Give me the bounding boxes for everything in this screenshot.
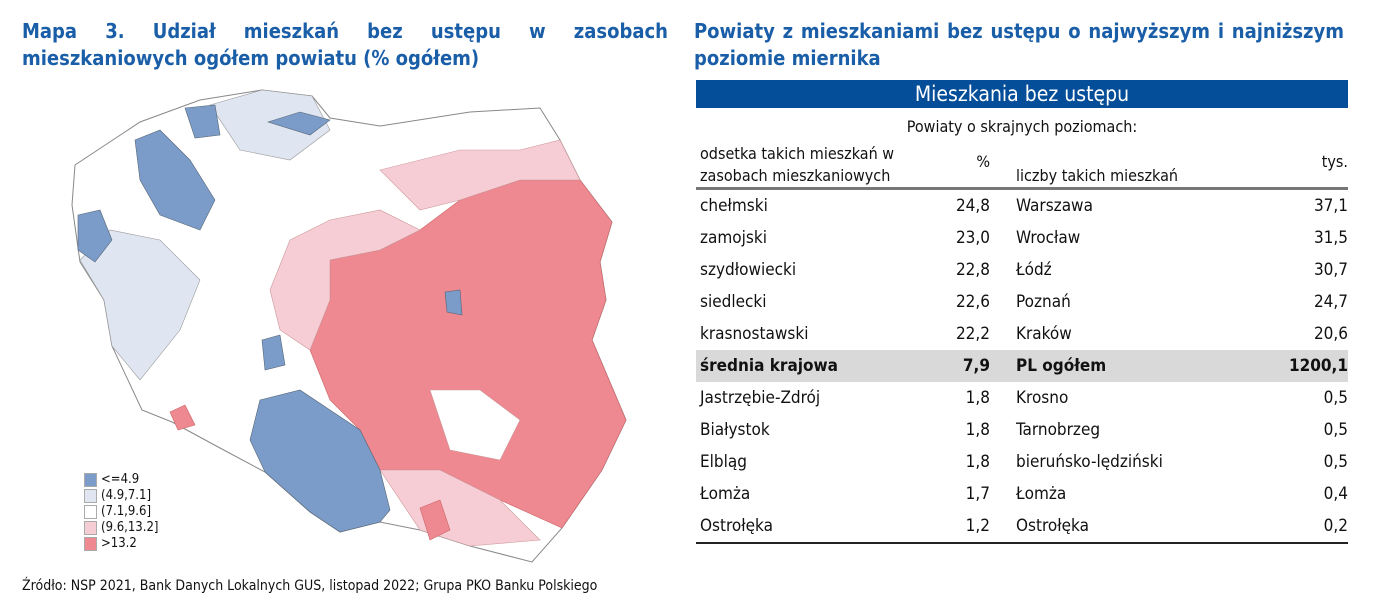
legend-label: (4.9,7.1]	[101, 488, 152, 503]
legend-item: (7.1,9.6]	[84, 504, 151, 519]
table-row: krasnostawski 22,2 Kraków 20,6	[696, 318, 1348, 350]
legend-swatch	[84, 520, 97, 535]
count-value: 0,5	[1323, 420, 1348, 440]
region-light-blue-north	[209, 89, 331, 161]
pct-value: 7,9	[962, 356, 990, 376]
count-name: Poznań	[1016, 292, 1071, 312]
region-pink-south	[379, 469, 541, 547]
pct-value: 23,0	[955, 228, 990, 248]
table-row: szydłowiecki 22,8 Łódź 30,7	[696, 254, 1348, 286]
table-row: Białystok 1,8 Tarnobrzeg 0,5	[696, 414, 1348, 446]
powiat-name: szydłowiecki	[700, 260, 797, 280]
legend-swatch	[84, 472, 97, 487]
table-title: Powiaty z mieszkaniami bez ustępu o najw…	[694, 19, 1344, 70]
col-header-share: odsetka takich mieszkań w zasobach miesz…	[700, 144, 895, 185]
table-row: siedlecki 22,6 Poznań 24,7	[696, 286, 1348, 318]
legend-item: <=4.9	[84, 472, 139, 487]
count-name: Łomża	[1016, 484, 1067, 504]
table-row: Łomża 1,7 Łomża 0,4	[696, 478, 1348, 510]
region-light-blue-west	[79, 229, 201, 381]
pct-value: 24,8	[955, 196, 990, 216]
powiat-name: Elbląg	[700, 452, 747, 472]
count-value: 0,5	[1323, 388, 1348, 408]
table-row: Ostrołęka 1,2 Ostrołęka 0,2	[696, 510, 1348, 544]
powiat-name: siedlecki	[700, 292, 767, 312]
table-row: Jastrzębie-Zdrój 1,8 Krosno 0,5	[696, 382, 1348, 414]
table-row: Elbląg 1,8 bieruńsko-lędziński 0,5	[696, 446, 1348, 478]
powiat-name: krasnostawski	[700, 324, 809, 344]
pct-value: 1,2	[965, 516, 990, 536]
count-value: 30,7	[1313, 260, 1348, 280]
legend-swatch	[84, 536, 97, 551]
pct-value: 1,8	[965, 452, 990, 472]
pct-value: 22,8	[955, 260, 990, 280]
region-blue-west	[77, 209, 113, 263]
region-blue-central-west	[261, 334, 286, 371]
count-name: Kraków	[1016, 324, 1072, 344]
powiat-name: chełmski	[700, 196, 768, 216]
count-name: Łódź	[1016, 260, 1052, 280]
map-title: Mapa 3. Udział mieszkań bez ustępu w zas…	[22, 19, 668, 70]
legend-swatch	[84, 504, 97, 519]
region-pink-central	[269, 209, 421, 351]
source-note: Źródło: NSP 2021, Bank Danych Lokalnych …	[22, 578, 598, 594]
legend-label: <=4.9	[101, 472, 140, 487]
pct-value: 1,8	[965, 420, 990, 440]
count-value: 24,7	[1313, 292, 1348, 312]
region-blue-gdansk	[266, 111, 331, 136]
count-value: 0,2	[1323, 516, 1348, 536]
count-name: PL ogółem	[1016, 356, 1107, 376]
region-pink-northeast	[379, 139, 581, 211]
table-row: chełmski 24,8 Warszawa 37,1	[696, 190, 1348, 222]
pct-value: 22,2	[955, 324, 990, 344]
count-name: Tarnobrzeg	[1016, 420, 1101, 440]
col-header-count: liczby takich mieszkań	[1016, 166, 1179, 185]
count-value: 31,5	[1313, 228, 1348, 248]
count-name: bieruńsko-lędziński	[1016, 452, 1163, 472]
powiat-name: Ostrołęka	[700, 516, 773, 536]
count-name: Wrocław	[1016, 228, 1081, 248]
col-header-tys: tys.	[1321, 152, 1348, 171]
powiat-name: średnia krajowa	[700, 356, 838, 376]
legend-item: (9.6,13.2]	[84, 520, 158, 535]
table-row: średnia krajowa 7,9 PL ogółem 1200,1	[696, 350, 1348, 382]
count-value: 37,1	[1313, 196, 1348, 216]
powiat-name: Białystok	[700, 420, 770, 440]
pct-value: 1,8	[965, 388, 990, 408]
powiat-name: Łomża	[700, 484, 751, 504]
legend-label: (7.1,9.6]	[101, 504, 152, 519]
region-blue-warsaw	[444, 289, 463, 316]
table-row: zamojski 23,0 Wrocław 31,5	[696, 222, 1348, 254]
table-header: odsetka takich mieszkań w zasobach miesz…	[696, 137, 1348, 190]
region-blue-northwest	[134, 129, 216, 231]
powiat-name: zamojski	[700, 228, 767, 248]
table-subtitle: Powiaty o skrajnych poziomach:	[906, 117, 1138, 136]
pct-value: 1,7	[965, 484, 990, 504]
count-name: Ostrołęka	[1016, 516, 1089, 536]
region-white-mid-east	[429, 389, 521, 461]
count-value: 0,5	[1323, 452, 1348, 472]
legend-item: >13.2	[84, 536, 137, 551]
region-pink-krakow	[419, 499, 451, 541]
poland-map	[71, 89, 627, 563]
pct-value: 22,6	[955, 292, 990, 312]
region-pink-west	[169, 404, 196, 431]
count-value: 20,6	[1313, 324, 1348, 344]
region-blue-southwest	[249, 389, 391, 533]
legend-item: (4.9,7.1]	[84, 488, 151, 503]
legend-swatch	[84, 488, 97, 503]
extremes-table: Mieszkania bez ustępu Powiaty o skrajnyc…	[696, 80, 1348, 544]
count-name: Warszawa	[1016, 196, 1093, 216]
table-band-header: Mieszkania bez ustępu	[696, 80, 1348, 108]
legend-label: >13.2	[101, 536, 137, 551]
col-header-pct: %	[976, 152, 990, 171]
count-value: 0,4	[1323, 484, 1348, 504]
region-blue-north	[184, 104, 221, 139]
count-name: Krosno	[1016, 388, 1069, 408]
legend-label: (9.6,13.2]	[101, 520, 159, 535]
count-value: 1200,1	[1288, 356, 1348, 376]
powiat-name: Jastrzębie-Zdrój	[700, 388, 821, 408]
